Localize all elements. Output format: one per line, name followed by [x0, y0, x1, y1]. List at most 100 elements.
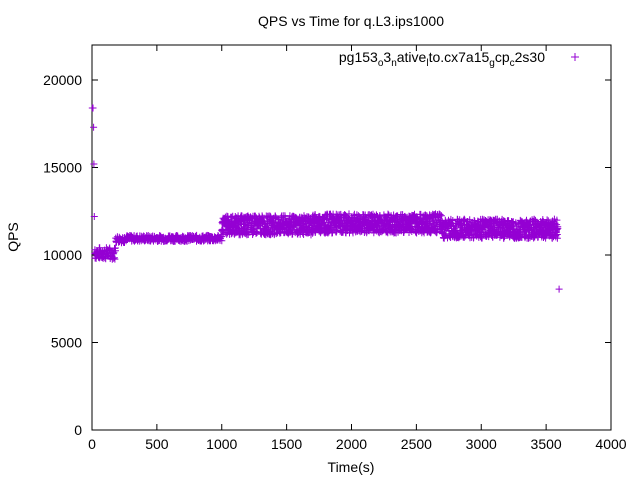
data-point [490, 228, 498, 236]
data-point [218, 227, 226, 234]
data-point [341, 223, 349, 231]
data-point [231, 220, 239, 227]
data-point [553, 216, 561, 224]
data-point [270, 214, 278, 222]
data-point [451, 227, 459, 234]
data-point [114, 235, 122, 243]
legend-subscript: l [426, 58, 428, 69]
y-tick-label: 10000 [43, 247, 82, 263]
legend: pg153o3nativelto.cx7a15gcpc2s30 [339, 49, 579, 69]
data-point [516, 230, 524, 238]
data-point [172, 234, 180, 241]
data-point [555, 285, 563, 293]
data-point [120, 234, 128, 241]
data-point [348, 218, 355, 226]
data-point [464, 223, 472, 231]
data-point [218, 237, 226, 245]
data-point [192, 234, 200, 241]
data-point [179, 235, 187, 243]
data-point [90, 160, 98, 168]
data-point [166, 232, 174, 240]
data-point [309, 213, 317, 220]
data-point [503, 227, 511, 234]
data-point [140, 234, 148, 241]
data-point [571, 53, 579, 61]
data-point [211, 234, 219, 241]
data-point [257, 218, 265, 226]
data-point [198, 235, 206, 243]
x-tick-label: 3000 [466, 436, 497, 452]
legend-text-part: cp [495, 49, 510, 65]
data-point [380, 221, 388, 229]
chart-title: QPS vs Time for q.L3.ips1000 [258, 13, 444, 29]
data-point [329, 229, 336, 237]
y-tick-label: 5000 [51, 335, 82, 351]
data-point [354, 221, 362, 229]
data-point [96, 244, 104, 252]
data-point [159, 235, 167, 243]
data-point [458, 220, 466, 227]
legend-marker [571, 53, 579, 61]
data-point [90, 213, 98, 220]
data-points [88, 104, 563, 293]
x-tick-label: 500 [145, 436, 169, 452]
data-point [406, 220, 414, 227]
x-axis-ticks: 0 500 1000 1500 2000 2500 3000 3500 4000 [88, 45, 627, 452]
x-tick-label: 3500 [531, 436, 562, 452]
data-point [386, 218, 394, 226]
data-point [101, 251, 109, 259]
legend-subscript: c [510, 58, 515, 69]
data-point [419, 223, 427, 231]
data-point [553, 225, 560, 233]
legend-text-part: 3 [383, 49, 391, 65]
y-tick-label: 20000 [43, 72, 82, 88]
data-point [432, 225, 440, 233]
data-point [438, 218, 446, 226]
data-point [523, 225, 531, 233]
data-point [315, 218, 323, 226]
data-point [111, 244, 119, 252]
data-point [109, 249, 117, 257]
data-point [104, 246, 112, 254]
y-tick-label: 0 [74, 422, 82, 438]
data-point [250, 221, 258, 229]
data-point [237, 225, 245, 233]
legend-subscript: o [378, 58, 384, 69]
legend-series-label: pg153o3nativelto.cx7a15gcpc2s30 [339, 49, 545, 69]
data-point [185, 232, 193, 240]
legend-text-part: to.cx7a15 [429, 49, 490, 65]
data-point [302, 220, 310, 227]
data-point [445, 221, 453, 229]
data-point [497, 223, 505, 231]
data-point [322, 221, 330, 229]
legend-text-part: ative [397, 49, 427, 65]
data-point [205, 232, 213, 240]
data-point [89, 104, 97, 112]
data-point [106, 255, 114, 262]
data-point [244, 216, 252, 224]
x-tick-label: 4000 [595, 436, 626, 452]
data-point [478, 234, 486, 242]
data-point [393, 223, 401, 231]
y-tick-label: 15000 [43, 160, 82, 176]
legend-subscript: n [391, 58, 397, 69]
data-point [258, 213, 266, 221]
data-point [367, 220, 375, 227]
data-point [296, 216, 304, 224]
data-point [283, 218, 291, 226]
data-point [96, 253, 104, 261]
data-point [484, 221, 492, 229]
data-point [549, 230, 557, 238]
x-axis-label: Time(s) [328, 459, 375, 475]
data-point [477, 225, 485, 233]
data-point [263, 223, 271, 231]
x-tick-label: 2500 [401, 436, 432, 452]
data-point [361, 216, 368, 224]
data-point [328, 216, 336, 224]
data-point [146, 237, 154, 245]
x-tick-label: 1500 [271, 436, 302, 452]
data-point [276, 220, 284, 227]
x-tick-label: 0 [88, 436, 96, 452]
x-tick-label: 2000 [336, 436, 367, 452]
